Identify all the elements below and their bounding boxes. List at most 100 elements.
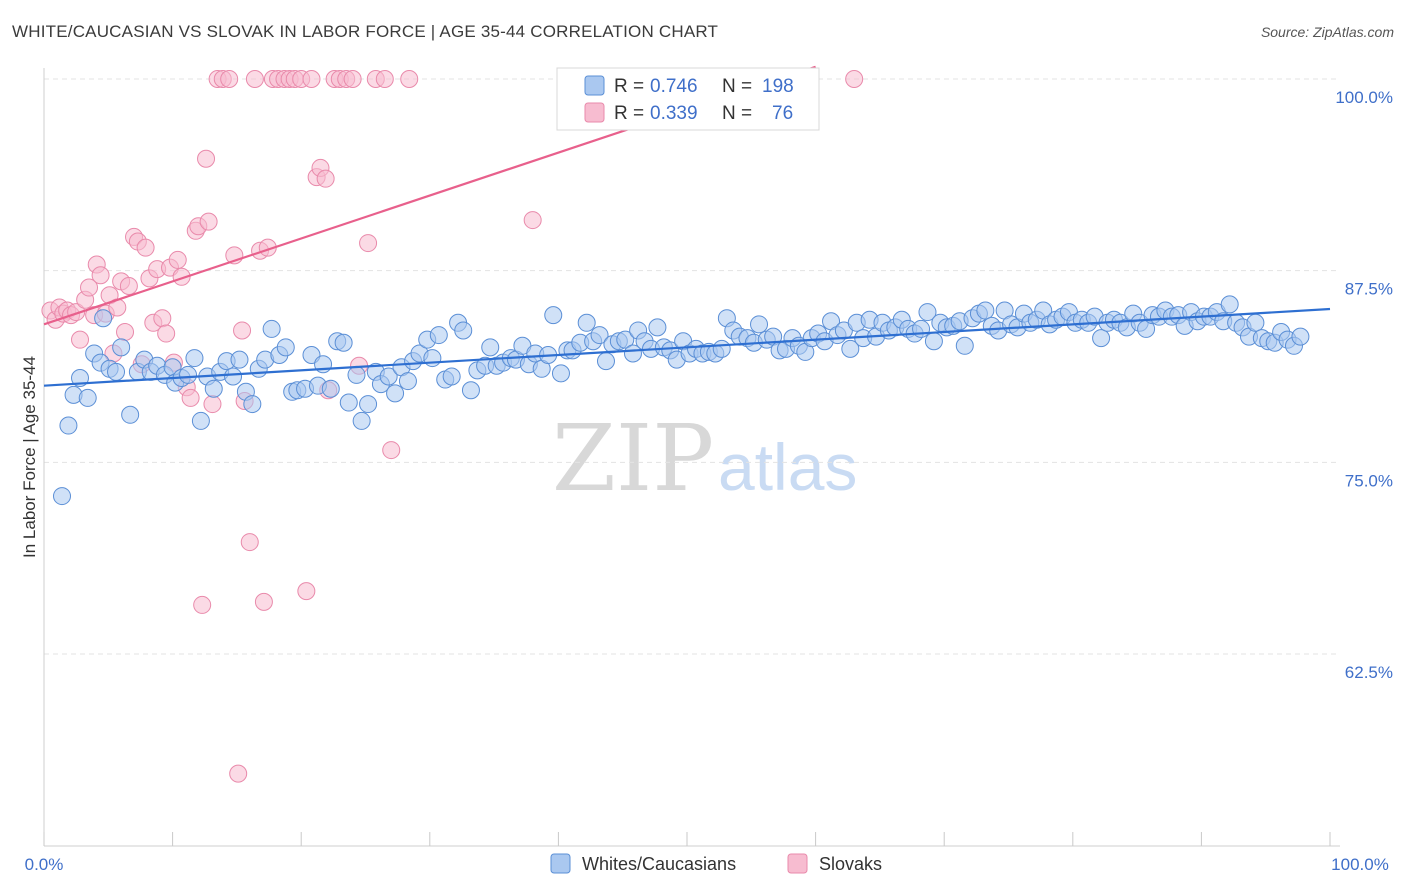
legend-r-label-blue: R =	[614, 76, 644, 97]
whites-point-144	[976, 301, 995, 320]
slovaks-point-37	[193, 595, 212, 614]
slovaks-point-48	[240, 533, 259, 552]
slovaks-point-59	[297, 582, 316, 601]
slovaks-point-31	[168, 250, 187, 269]
whites-point-9	[107, 362, 126, 381]
slovaks-point-68	[343, 70, 362, 88]
series-legend-swatch-whites	[550, 853, 571, 874]
whites-point-22	[191, 411, 210, 430]
whites-point-193	[1291, 327, 1310, 346]
legend-n-label-pink: N =	[722, 103, 752, 124]
series-legend: Whites/Caucasians Slovaks	[550, 853, 882, 874]
stats-legend: R = 0.746 N = 198 R = 0.339 N = 76	[556, 67, 820, 131]
whites-point-0	[53, 487, 72, 506]
watermark-atlas: atlas	[718, 430, 857, 504]
series-legend-label-whites: Whites/Caucasians	[582, 854, 736, 874]
slovaks-point-19	[119, 277, 138, 295]
whites-point-10	[112, 338, 131, 357]
slovaks-point-76	[845, 70, 864, 88]
whites-point-63	[454, 321, 473, 340]
whites-point-93	[648, 318, 667, 337]
axes	[43, 68, 1340, 847]
legend-r-value-blue: 0.746	[650, 76, 698, 97]
whites-point-84	[590, 326, 609, 345]
whites-point-47	[352, 411, 371, 430]
whites-point-78	[551, 364, 570, 383]
whites-point-141	[955, 336, 974, 355]
slovaks-point-32	[172, 267, 191, 286]
whites-point-28	[230, 350, 249, 369]
whites-trend-line	[43, 307, 1331, 387]
slovaks-point-60	[302, 70, 321, 88]
slovaks-point-12	[91, 266, 110, 285]
whites-point-7	[94, 309, 113, 328]
whites-point-30	[243, 395, 262, 414]
legend-swatch-blue	[584, 75, 605, 96]
whites-point-44	[334, 333, 353, 352]
slovaks-point-7	[71, 330, 90, 349]
whites-point-186	[1246, 313, 1265, 332]
whites-point-85	[596, 352, 615, 371]
whites-point-134	[912, 319, 931, 338]
slovaks-point-39	[199, 212, 218, 231]
whites-point-77	[544, 306, 563, 325]
slovaks-point-75	[523, 211, 542, 230]
whites-point-64	[461, 381, 480, 400]
source-label: Source: ZipAtlas.com	[1260, 24, 1394, 40]
whites-point-48	[359, 395, 378, 414]
series-legend-label-slovaks: Slovaks	[819, 854, 882, 874]
slovaks-point-73	[382, 441, 401, 460]
whites-point-182	[1220, 295, 1239, 314]
slovaks-point-28	[157, 324, 176, 343]
whites-point-27	[224, 367, 243, 386]
x-tick-label-min: 0.0%	[25, 855, 64, 874]
slovaks-point-72	[375, 70, 394, 88]
y-tick-label-2: 75.0%	[1345, 471, 1393, 490]
whites-point-35	[276, 338, 295, 357]
y-axis-title: In Labor Force | Age 35-44	[20, 356, 39, 558]
whites-point-123	[841, 339, 860, 358]
slovaks-point-27	[153, 309, 172, 328]
whites-point-135	[918, 303, 937, 322]
slovaks-point-38	[197, 149, 216, 168]
y-axis-labels: 100.0% 87.5% 75.0% 62.5%	[1335, 88, 1393, 682]
legend-r-label-pink: R =	[614, 103, 644, 124]
y-tick-label-3: 62.5%	[1345, 663, 1393, 682]
slovaks-point-49	[245, 70, 264, 88]
slovaks-point-6	[67, 303, 86, 322]
whites-point-54	[398, 372, 417, 391]
whites-point-162	[1092, 329, 1111, 348]
legend-n-label-blue: N =	[722, 76, 752, 97]
whites-point-46	[347, 365, 366, 384]
legend-n-value-blue: 198	[762, 76, 794, 97]
whites-point-42	[321, 379, 340, 398]
slovaks-point-51	[254, 592, 273, 611]
slovaks-point-9	[80, 278, 99, 297]
slovaks-points	[41, 70, 864, 783]
y-tick-label-0: 100.0%	[1335, 88, 1393, 107]
x-axis-ticks	[43, 832, 1331, 846]
whites-point-59	[429, 326, 448, 345]
whites-point-33	[262, 319, 281, 338]
x-tick-label-max: 100.0%	[1331, 855, 1389, 874]
whites-point-51	[379, 367, 398, 386]
whites-points	[53, 295, 1310, 506]
watermark-zip: ZIP	[552, 405, 714, 512]
whites-point-20	[179, 365, 198, 384]
legend-n-value-pink: 76	[772, 103, 793, 124]
slovaks-point-63	[316, 169, 335, 188]
whites-point-103	[712, 339, 731, 358]
legend-r-value-pink: 0.339	[650, 103, 698, 124]
whites-point-21	[185, 349, 204, 368]
whites-point-45	[339, 393, 358, 412]
whites-point-88	[616, 330, 635, 349]
slovaks-point-74	[400, 70, 419, 88]
whites-point-67	[481, 338, 500, 357]
slovaks-point-34	[181, 388, 200, 407]
slovaks-point-23	[136, 238, 155, 257]
whites-point-109	[750, 315, 769, 334]
slovaks-point-45	[229, 764, 248, 783]
whites-point-52	[386, 384, 405, 403]
slovaks-point-40	[203, 395, 222, 414]
